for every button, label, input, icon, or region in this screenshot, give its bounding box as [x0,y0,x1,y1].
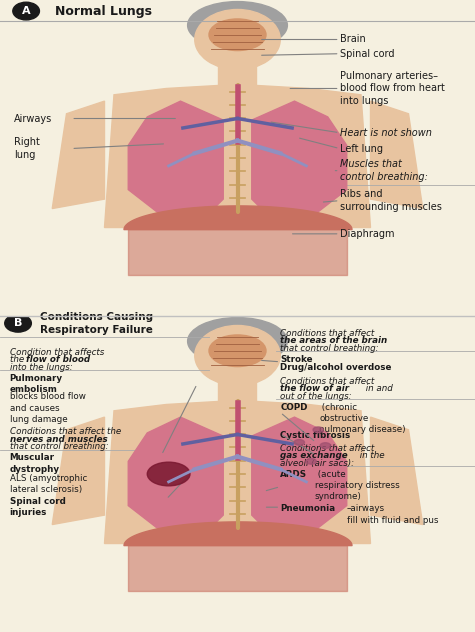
Text: into the lungs:: into the lungs: [10,363,72,372]
Text: Pulmonary arteries–
blood flow from heart
into lungs: Pulmonary arteries– blood flow from hear… [340,71,445,106]
Text: ALS (amyotrophic
lateral sclerosis): ALS (amyotrophic lateral sclerosis) [10,474,87,494]
Text: out of the lungs:: out of the lungs: [280,392,352,401]
Text: blocks blood flow
and causes
lung damage: blocks blood flow and causes lung damage [10,392,86,424]
Text: Right
lung: Right lung [14,137,40,160]
Ellipse shape [209,335,266,367]
Ellipse shape [195,9,280,70]
Text: that control breathing:: that control breathing: [280,344,379,353]
Ellipse shape [294,440,304,445]
Ellipse shape [209,19,266,51]
Ellipse shape [320,442,331,449]
Text: alveoli (air sacs):: alveoli (air sacs): [280,459,354,468]
Text: Conditions that affect the: Conditions that affect the [10,427,121,436]
Text: Muscles that
control breathing:: Muscles that control breathing: [340,159,428,182]
Text: (chronic
obstructive
pulmonary disease): (chronic obstructive pulmonary disease) [319,403,406,434]
FancyBboxPatch shape [218,54,256,87]
Text: in and: in and [363,384,393,393]
Polygon shape [52,417,104,525]
Polygon shape [52,101,104,209]
Ellipse shape [147,462,190,486]
Text: Pulmonary
embolism: Pulmonary embolism [10,374,63,394]
Text: the flow of air: the flow of air [280,384,350,393]
Ellipse shape [306,459,316,464]
Text: Left lung: Left lung [340,143,383,154]
Text: in the: in the [357,451,385,460]
Text: Conditions that affect: Conditions that affect [280,377,374,386]
Text: Spinal cord
injuries: Spinal cord injuries [10,497,66,517]
Text: ARDS: ARDS [280,470,307,478]
Text: B: B [14,319,22,328]
Text: Pneumonia: Pneumonia [280,504,335,513]
Ellipse shape [195,325,280,386]
Text: A: A [22,6,30,16]
Text: Conditions that affect: Conditions that affect [280,444,374,453]
Ellipse shape [188,1,287,49]
Text: gas exchange: gas exchange [280,451,348,460]
Text: Normal Lungs: Normal Lungs [55,4,152,18]
Text: that control breathing:: that control breathing: [10,442,108,451]
Text: Ribs and
surrounding muscles: Ribs and surrounding muscles [340,190,441,212]
Circle shape [13,2,39,20]
Text: Cystic fibrosis: Cystic fibrosis [280,431,351,440]
Polygon shape [252,101,347,218]
Text: Condition that affects: Condition that affects [10,348,104,356]
Text: Diaphragm: Diaphragm [340,229,394,239]
Polygon shape [104,85,370,228]
Text: the areas of the brain: the areas of the brain [280,336,388,345]
FancyBboxPatch shape [218,370,256,403]
Text: Drug/alcohol overdose: Drug/alcohol overdose [280,363,391,372]
Text: Conditions Causing
Respiratory Failure: Conditions Causing Respiratory Failure [40,312,153,335]
Text: Muscular
dystrophy: Muscular dystrophy [10,453,60,473]
Text: Heart is not shown: Heart is not shown [340,128,431,138]
Circle shape [5,315,31,332]
Polygon shape [252,417,347,534]
Polygon shape [128,101,223,218]
Text: (acute
respiratory distress
syndrome): (acute respiratory distress syndrome) [315,470,399,501]
Text: COPD: COPD [280,403,308,411]
Text: the: the [10,355,27,364]
Text: Conditions that affect: Conditions that affect [280,329,374,337]
Text: Spinal cord: Spinal cord [340,49,394,59]
Polygon shape [370,101,423,209]
Polygon shape [104,401,370,544]
Text: Brain: Brain [340,35,365,44]
Text: flow of blood: flow of blood [26,355,90,364]
Text: Airways: Airways [14,114,53,123]
Ellipse shape [188,317,287,365]
Polygon shape [128,417,223,534]
Polygon shape [370,417,423,525]
Text: Stroke: Stroke [280,355,313,363]
Text: nerves and muscles: nerves and muscles [10,435,107,444]
Text: –airways
fill with fluid and pus: –airways fill with fluid and pus [347,504,438,525]
Ellipse shape [313,427,323,433]
